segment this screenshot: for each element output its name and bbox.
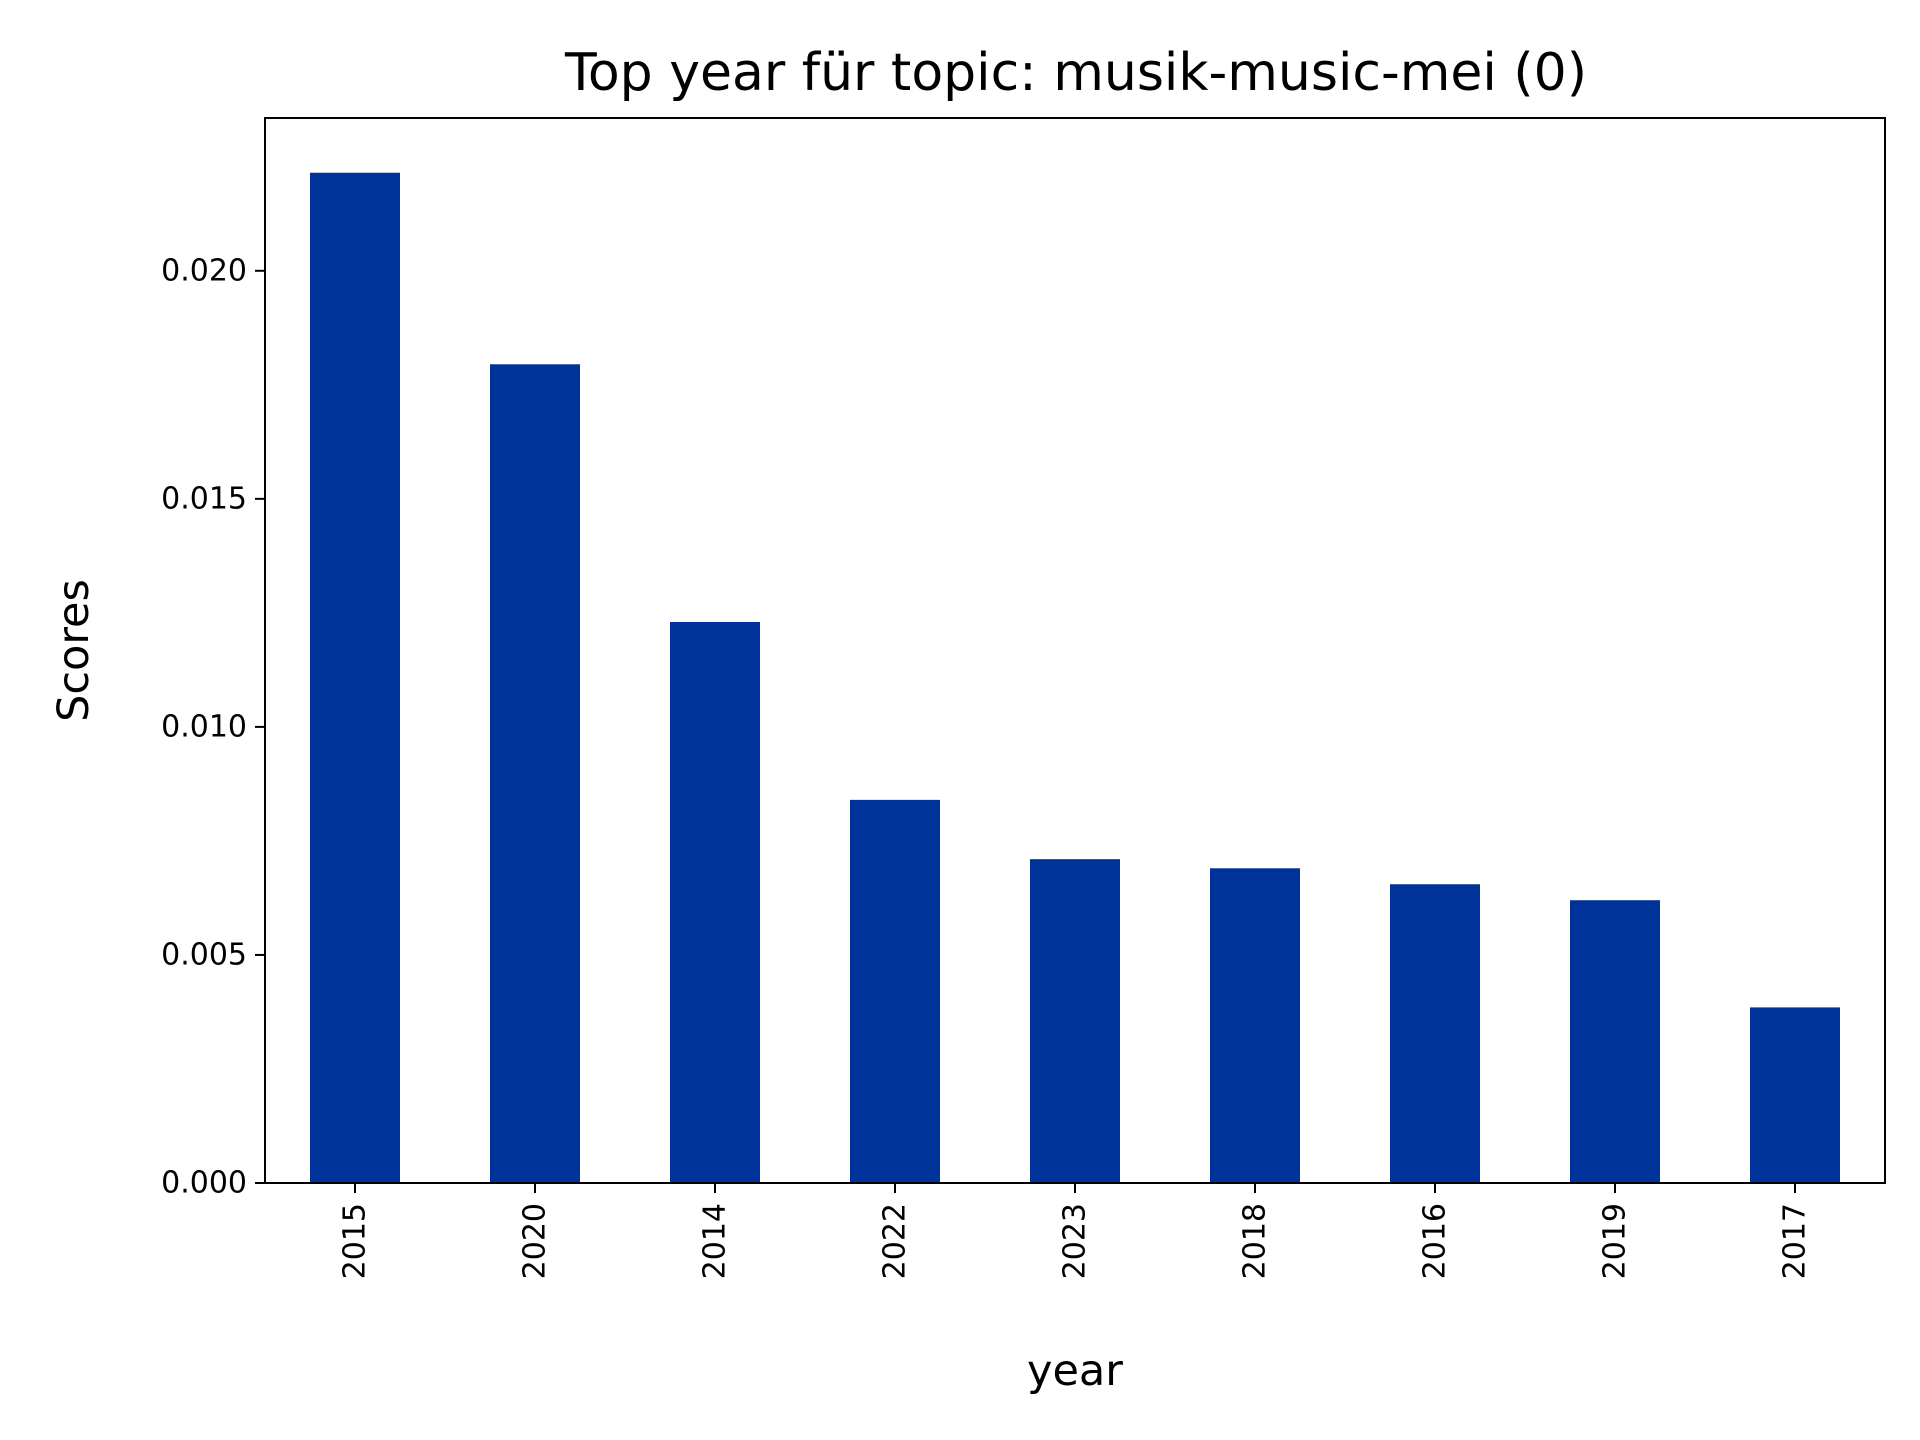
y-tick-label: 0.000 xyxy=(161,1166,247,1201)
x-tick-label-2022: 2022 xyxy=(878,1203,913,1279)
x-axis-label: year xyxy=(1027,1346,1123,1396)
y-axis-label: Scores xyxy=(49,579,99,722)
x-tick-label-2014: 2014 xyxy=(698,1203,733,1279)
x-tick-label-2018: 2018 xyxy=(1238,1203,1273,1279)
x-tick-label-2019: 2019 xyxy=(1598,1203,1633,1279)
chart-title: Top year für topic: musik-music-mei (0) xyxy=(564,43,1587,103)
y-tick-label: 0.015 xyxy=(161,481,247,516)
bar-2015 xyxy=(310,172,400,1184)
bar-2023 xyxy=(1030,859,1120,1183)
bar-2018 xyxy=(1210,868,1300,1183)
x-tick-label-2017: 2017 xyxy=(1778,1203,1813,1279)
bar-2014 xyxy=(670,621,760,1183)
x-axis: 2015 2020 2014 2022 2023 2018 2016 2019 2017 xyxy=(338,1183,1813,1279)
x-tick-label-2023: 2023 xyxy=(1058,1203,1093,1279)
plot-frame xyxy=(264,117,1886,1184)
x-tick-label-2016: 2016 xyxy=(1418,1203,1453,1279)
x-tick-label-2015: 2015 xyxy=(338,1203,373,1279)
y-tick-label: 0.020 xyxy=(161,253,247,288)
x-tick-label-2020: 2020 xyxy=(518,1203,553,1279)
bar-2016 xyxy=(1390,884,1480,1183)
y-tick-label: 0.005 xyxy=(161,937,247,972)
bars-group xyxy=(310,172,1840,1184)
bar-2020 xyxy=(490,364,580,1183)
y-tick-label: 0.010 xyxy=(161,709,247,744)
bar-2022 xyxy=(850,799,940,1183)
bar-2019 xyxy=(1570,900,1660,1183)
bar-2017 xyxy=(1750,1007,1840,1183)
y-axis: 0.000 0.005 0.010 0.015 0.020 xyxy=(161,253,265,1201)
